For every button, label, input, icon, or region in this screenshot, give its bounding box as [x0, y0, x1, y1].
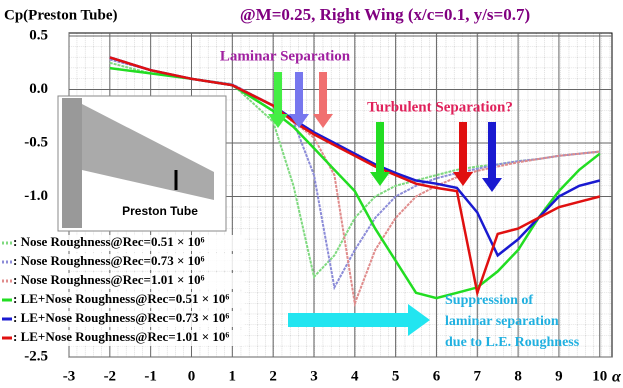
annotation: Turbulent Separation?: [367, 99, 513, 115]
chart: Preston Tube Cp(Preston Tube) @M=0.25, R…: [0, 0, 623, 388]
x-tick-label: 9: [555, 368, 563, 384]
inset: Preston Tube: [58, 96, 226, 231]
y-tick-label: -1.0: [24, 188, 48, 204]
x-tick-label: 0: [188, 368, 196, 384]
y-tick-label: -2.5: [24, 348, 48, 364]
legend-label: : LE+Nose Roughness@Rec=1.01 × 10⁶: [13, 329, 229, 344]
x-axis-label: α: [612, 369, 622, 386]
legend-label: : Nose Roughness@Rec=0.51 × 10⁶: [13, 234, 205, 249]
legend-label: : LE+Nose Roughness@Rec=0.73 × 10⁶: [13, 310, 229, 325]
x-tick-label: 2: [269, 368, 277, 384]
annotation: Laminar Separation: [220, 48, 351, 64]
x-tick-label: 4: [351, 368, 359, 384]
note: due to L.E. Roughness: [445, 335, 580, 350]
note: laminar separation: [445, 314, 559, 329]
legend-label: : Nose Roughness@Rec=0.73 × 10⁶: [13, 253, 205, 268]
inset-label: Preston Tube: [122, 204, 198, 218]
x-tick-label: 8: [514, 368, 522, 384]
legend-label: : Nose Roughness@Rec=1.01 × 10⁶: [13, 272, 205, 287]
x-tick-label: 5: [392, 368, 400, 384]
x-tick-label: 10: [592, 368, 607, 384]
x-tick-label: -3: [63, 368, 76, 384]
legend-label: : LE+Nose Roughness@Rec=0.51 × 10⁶: [13, 291, 229, 306]
y-tick-label: -0.5: [24, 134, 48, 150]
x-tick-label: 3: [310, 368, 318, 384]
y-tick-label: 0.5: [29, 27, 48, 43]
x-tick-label: 7: [474, 368, 482, 384]
x-tick-label: 1: [229, 368, 237, 384]
x-tick-label: -2: [104, 368, 117, 384]
chart-title: @M=0.25, Right Wing (x/c=0.1, y/s=0.7): [240, 5, 530, 24]
x-tick-label: -1: [144, 368, 157, 384]
note: Suppression of: [445, 293, 533, 308]
y-tick-label: 0.0: [29, 81, 48, 97]
x-tick-label: 6: [433, 368, 441, 384]
y-axis-label: Cp(Preston Tube): [4, 7, 118, 23]
